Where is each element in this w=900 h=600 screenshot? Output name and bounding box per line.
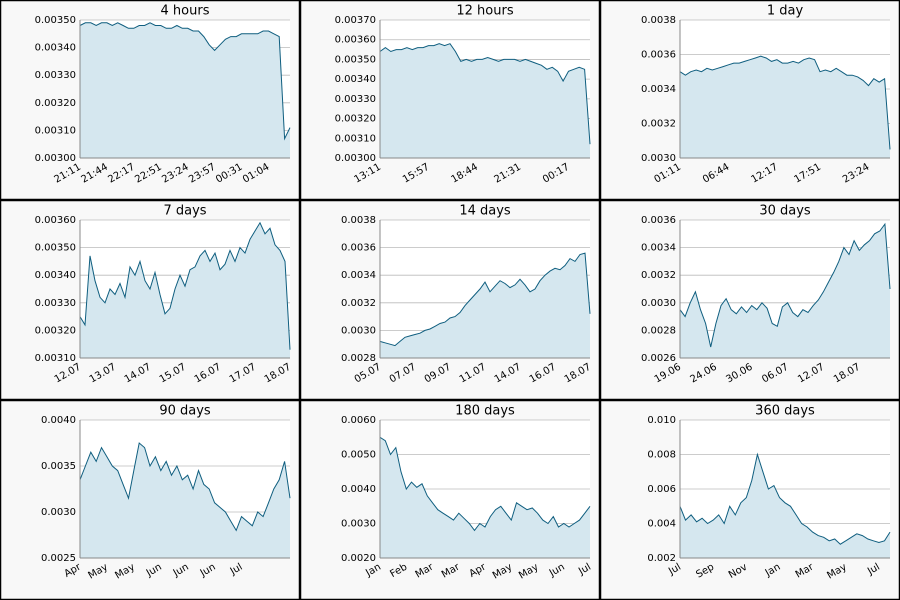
- line: [379, 43, 591, 145]
- y-tick-label: 0.0038: [341, 215, 376, 226]
- line: [679, 222, 891, 348]
- line: [379, 252, 591, 347]
- line: [79, 22, 291, 141]
- y-tick-label: 0.0034: [341, 270, 376, 281]
- y-tick-label: 0.0028: [341, 353, 376, 364]
- chart-title: 14 days: [459, 204, 511, 219]
- y-tick-label: 0.00330: [335, 94, 376, 105]
- chart-title: 180 days: [455, 404, 515, 419]
- y-tick-label: 0.0032: [641, 119, 676, 130]
- chart-panel: 4 hours 0.00300 0.00310 0.00320 0.00330 0.003…: [0, 0, 301, 201]
- y-tick-label: 0.002: [647, 553, 676, 564]
- chart-title: 1 day: [767, 4, 804, 19]
- area: [680, 56, 890, 159]
- y-tick-label: 0.0030: [341, 519, 376, 530]
- y-tick-label: 0.00320: [335, 114, 376, 125]
- y-tick-label: 0.00310: [35, 125, 76, 136]
- y-tick-label: 0.00330: [35, 298, 76, 309]
- chart-panel: 30 days 0.0026 0.0028 0.0030 0.0032 0.0034 0.0…: [599, 199, 900, 401]
- y-tick-label: 0.0035: [41, 461, 76, 472]
- y-tick-label: 0.00320: [35, 98, 76, 109]
- y-tick-label: 0.00310: [335, 133, 376, 144]
- y-tick-label: 0.00370: [335, 15, 376, 26]
- y-tick-label: 0.00360: [335, 35, 376, 46]
- y-tick-label: 0.00340: [35, 43, 76, 54]
- line: [679, 55, 891, 150]
- y-tick-label: 0.008: [647, 450, 676, 461]
- y-tick-label: 0.0032: [341, 298, 376, 309]
- y-tick-label: 0.0038: [641, 15, 676, 26]
- y-tick-label: 0.006: [647, 484, 676, 495]
- y-tick-label: 0.00300: [335, 153, 376, 164]
- area: [80, 443, 290, 558]
- y-tick-label: 0.00350: [35, 243, 76, 254]
- area: [380, 437, 590, 558]
- chart-title: 12 hours: [456, 4, 513, 19]
- chart-panel: 14 days 0.0028 0.0030 0.0032 0.0034 0.0036 0.0…: [299, 199, 601, 401]
- y-tick-label: 0.0040: [341, 484, 376, 495]
- area: [680, 224, 890, 358]
- chart-title: 360 days: [755, 404, 815, 419]
- line: [679, 452, 891, 545]
- y-tick-label: 0.0050: [341, 450, 376, 461]
- y-tick-label: 0.00330: [35, 70, 76, 81]
- line: [79, 221, 291, 350]
- area: [380, 253, 590, 358]
- y-tick-label: 0.0040: [41, 415, 76, 426]
- y-tick-label: 0.0032: [641, 270, 676, 281]
- y-tick-label: 0.00360: [35, 215, 76, 226]
- y-tick-label: 0.00310: [35, 353, 76, 364]
- chart-title: 90 days: [159, 404, 211, 419]
- area: [380, 43, 590, 159]
- chart-panel: 12 hours 0.00300 0.00310 0.00320 0.00330 0.00…: [299, 0, 601, 201]
- chart-title: 4 hours: [161, 4, 210, 19]
- y-tick-label: 0.00350: [335, 54, 376, 65]
- y-tick-label: 0.0060: [341, 415, 376, 426]
- y-tick-label: 0.004: [647, 519, 676, 530]
- chart-panel: 1 day0.00300.00320.00340.00360.003801:11…: [599, 0, 900, 201]
- chart-title: 30 days: [759, 204, 811, 219]
- y-tick-label: 0.0030: [641, 153, 676, 164]
- y-tick-label: 0.00320: [35, 325, 76, 336]
- y-tick-label: 0.0025: [41, 553, 76, 564]
- area: [80, 222, 290, 358]
- y-tick-label: 0.00340: [335, 74, 376, 85]
- y-tick-label: 0.00300: [35, 153, 76, 164]
- y-tick-label: 0.0034: [641, 243, 676, 254]
- y-tick-label: 0.0036: [641, 50, 676, 61]
- y-tick-label: 0.010: [647, 415, 676, 426]
- line: [379, 436, 591, 532]
- y-tick-label: 0.0026: [641, 353, 676, 364]
- y-tick-label: 0.0028: [641, 325, 676, 336]
- y-tick-label: 0.0020: [341, 553, 376, 564]
- chart-panel: 7 days 0.00310 0.00320 0.00330 0.00340 0.0035…: [0, 199, 301, 401]
- y-tick-label: 0.0034: [641, 84, 676, 95]
- y-tick-label: 0.0030: [341, 325, 376, 336]
- y-tick-label: 0.00350: [35, 15, 76, 26]
- area: [80, 22, 290, 158]
- area: [680, 454, 890, 558]
- y-tick-label: 0.0036: [641, 215, 676, 226]
- y-tick-label: 0.0030: [41, 507, 76, 518]
- y-tick-label: 0.00340: [35, 270, 76, 281]
- y-tick-label: 0.0036: [341, 243, 376, 254]
- chart-panel: 180 days0.00200.00300.00400.00500.0060Ja…: [299, 399, 601, 600]
- line: [79, 442, 291, 532]
- chart-title: 7 days: [163, 204, 206, 219]
- y-tick-label: 0.0030: [641, 298, 676, 309]
